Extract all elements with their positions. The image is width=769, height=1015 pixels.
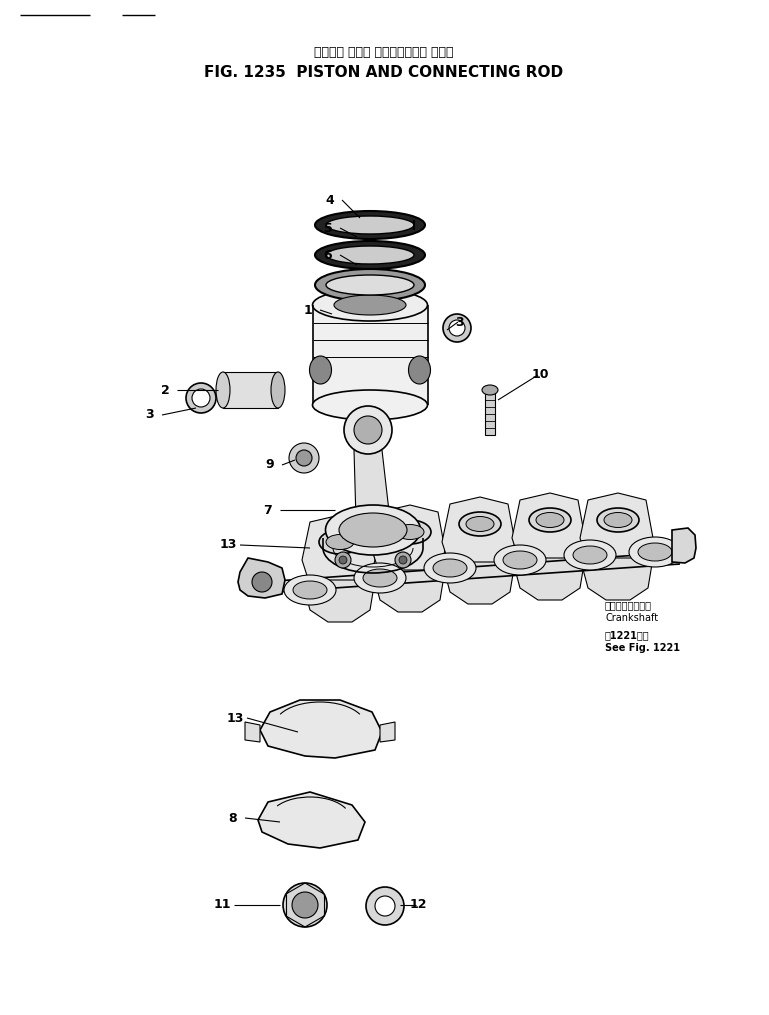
Ellipse shape [315,211,425,239]
Ellipse shape [408,356,431,384]
Ellipse shape [284,576,336,605]
Ellipse shape [503,551,537,569]
Polygon shape [442,497,515,567]
Ellipse shape [433,559,467,577]
Polygon shape [260,700,382,758]
Ellipse shape [339,513,407,547]
Text: 7: 7 [264,503,272,517]
Text: 4: 4 [325,194,335,206]
Polygon shape [223,373,278,408]
Ellipse shape [326,216,414,234]
Polygon shape [672,528,696,563]
Ellipse shape [529,508,571,532]
Polygon shape [312,304,428,405]
Text: クランクシャフト: クランクシャフト [605,600,652,610]
Ellipse shape [494,545,546,576]
Ellipse shape [315,269,425,301]
Ellipse shape [271,373,285,408]
Polygon shape [580,493,653,563]
Text: 1: 1 [304,303,312,317]
Text: 3: 3 [456,316,464,329]
Ellipse shape [289,443,319,473]
Ellipse shape [326,275,414,295]
Text: 囱1221参照: 囱1221参照 [605,630,650,640]
Circle shape [399,556,407,564]
Ellipse shape [334,295,406,315]
Ellipse shape [293,581,327,599]
Ellipse shape [604,513,632,528]
Ellipse shape [424,553,476,583]
Ellipse shape [573,546,607,564]
Ellipse shape [396,525,424,540]
Text: 13: 13 [219,539,237,551]
Ellipse shape [629,537,681,567]
Ellipse shape [309,356,331,384]
Text: 13: 13 [226,712,244,725]
Ellipse shape [312,289,428,321]
Polygon shape [580,558,653,600]
Ellipse shape [312,390,428,420]
Circle shape [375,896,395,916]
Circle shape [335,552,351,568]
Text: 10: 10 [531,368,549,382]
Polygon shape [485,390,495,435]
Polygon shape [302,580,375,622]
Polygon shape [380,722,395,742]
Polygon shape [512,558,585,600]
Text: 8: 8 [228,812,238,824]
Text: 6: 6 [324,249,332,262]
Circle shape [192,389,210,407]
Polygon shape [442,562,515,604]
Ellipse shape [315,241,425,269]
Circle shape [252,572,272,592]
Circle shape [186,383,216,413]
Ellipse shape [363,569,397,587]
Ellipse shape [354,563,406,593]
Circle shape [395,552,411,568]
Text: 3: 3 [145,408,155,421]
Ellipse shape [459,512,501,536]
Ellipse shape [482,385,498,395]
Polygon shape [372,505,445,576]
Ellipse shape [536,513,564,528]
Text: Crankshaft: Crankshaft [605,613,658,623]
Text: 12: 12 [409,898,427,911]
Circle shape [292,892,318,918]
Polygon shape [512,493,585,563]
Polygon shape [245,722,260,742]
Ellipse shape [597,508,639,532]
Text: 9: 9 [265,459,275,472]
Ellipse shape [326,246,414,264]
Ellipse shape [319,530,361,554]
Polygon shape [302,515,375,585]
Text: 2: 2 [161,384,169,397]
Circle shape [449,320,465,336]
Text: 11: 11 [213,898,231,911]
Polygon shape [372,570,445,612]
Ellipse shape [564,540,616,570]
Text: See Fig. 1221: See Fig. 1221 [605,642,680,653]
Text: ピストン および コネクティング ロッド: ピストン および コネクティング ロッド [315,46,454,59]
Ellipse shape [344,406,392,454]
Ellipse shape [389,520,431,544]
Ellipse shape [325,505,421,555]
Circle shape [283,883,327,927]
Text: FIG. 1235  PISTON AND CONNECTING ROD: FIG. 1235 PISTON AND CONNECTING ROD [205,65,564,79]
Polygon shape [238,558,285,598]
Ellipse shape [216,373,230,408]
Text: 5: 5 [324,221,332,234]
Circle shape [366,887,404,925]
Ellipse shape [638,543,672,561]
Polygon shape [258,792,365,848]
Ellipse shape [354,416,382,444]
Polygon shape [354,450,390,520]
Circle shape [339,556,347,564]
Ellipse shape [466,517,494,532]
Ellipse shape [296,450,312,466]
Circle shape [443,314,471,342]
Ellipse shape [326,535,354,549]
